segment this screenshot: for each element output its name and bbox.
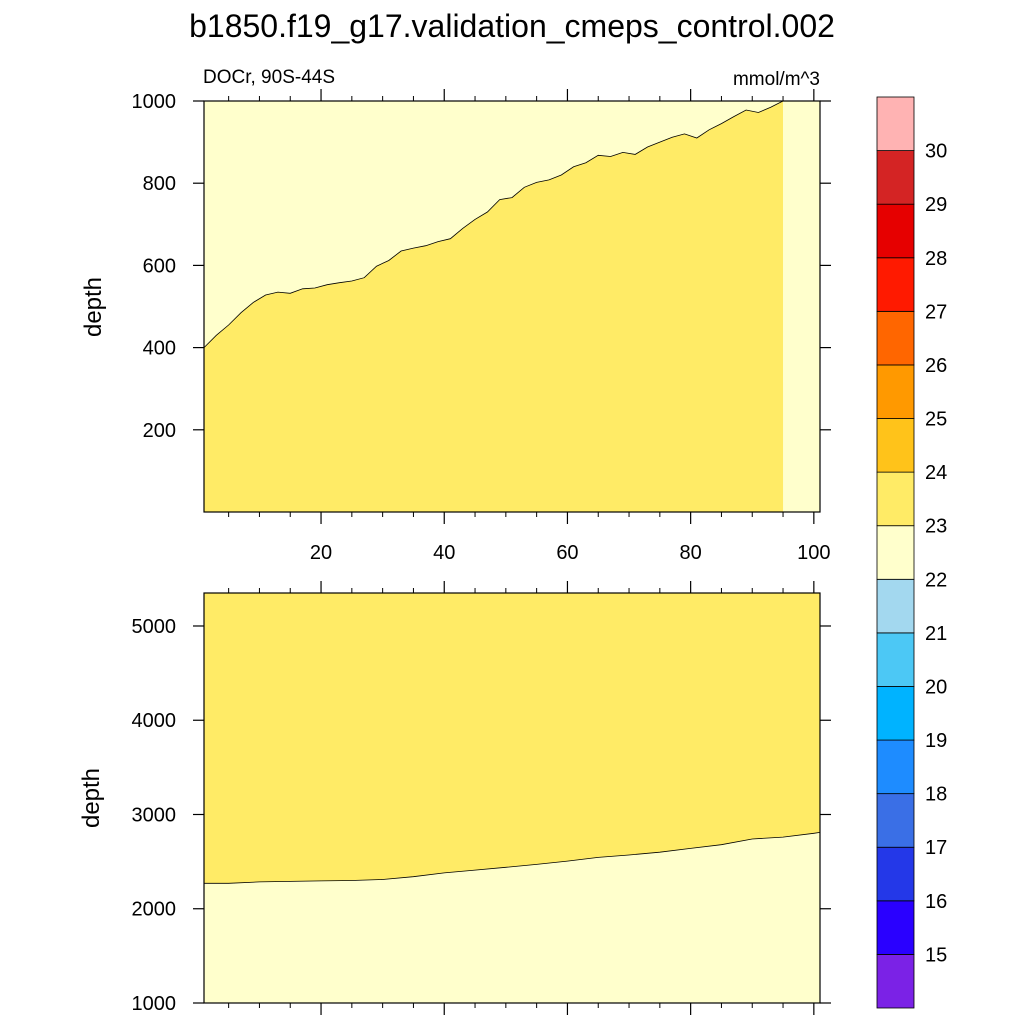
- colorbar-label: 30: [925, 141, 947, 163]
- colorbar-label: 20: [925, 676, 947, 698]
- colorbar: 15 16 17 18 19 20 21 22 23 24 25 26 27 28 29 30: [876, 96, 947, 1009]
- upper-x-tick-label: 60: [556, 542, 578, 564]
- upper-y-tick-label: 200: [143, 420, 176, 442]
- colorbar-swatch: [876, 418, 915, 473]
- colorbar-swatch: [876, 793, 915, 848]
- units-label: mmol/m^3: [733, 69, 820, 90]
- colorbar-label: 25: [925, 409, 947, 431]
- upper-y-tick-label: 600: [143, 255, 176, 277]
- colorbar-label: 27: [925, 301, 947, 323]
- upper-depth-axis-label: depth: [80, 277, 107, 337]
- upper-contour-panel: 200 400 600 800 1000 20 40 60 80 100: [132, 89, 831, 564]
- lower-y-tick-label: 2000: [132, 899, 177, 921]
- colorbar-swatch: [876, 954, 915, 1009]
- colorbar-label: 28: [925, 248, 947, 270]
- colorbar-label: 19: [925, 730, 947, 752]
- colorbar-label: 16: [925, 891, 947, 913]
- lower-plot-frame: [203, 592, 821, 1004]
- colorbar-swatch: [876, 471, 915, 527]
- colorbar-label: 23: [925, 516, 947, 538]
- upper-y-tick-label: 800: [143, 173, 176, 195]
- upper-y-tick-label: 1000: [132, 91, 177, 113]
- upper-y-tick-label: 400: [143, 338, 176, 360]
- upper-lower-region: [204, 101, 820, 512]
- upper-x-tick-label: 80: [680, 542, 702, 564]
- colorbar-label: 24: [925, 462, 947, 484]
- colorbar-swatch: [876, 686, 915, 741]
- colorbar-swatch: [876, 846, 915, 902]
- colorbar-swatch: [876, 632, 915, 687]
- colorbar-swatch: [876, 310, 915, 366]
- upper-plot-frame: [203, 100, 821, 513]
- lower-contour-panel: 1000 2000 3000 4000 5000: [132, 581, 831, 1015]
- colorbar-swatch: [876, 364, 915, 419]
- colorbar-swatch: [876, 739, 915, 795]
- colorbar-swatch: [876, 900, 915, 955]
- lower-y-tick-label: 3000: [132, 804, 177, 826]
- colorbar-label: 22: [925, 569, 947, 591]
- colorbar-swatch: [876, 578, 915, 634]
- upper-x-tick-label: 40: [433, 542, 455, 564]
- lower-y-tick-label: 5000: [132, 616, 177, 638]
- colorbar-swatch: [876, 525, 915, 580]
- lower-lower-region: [204, 832, 820, 1003]
- upper-x-tick-label: 20: [310, 542, 332, 564]
- upper-contour-line: [203, 100, 784, 348]
- colorbar-label: 18: [925, 784, 947, 806]
- colorbar-swatch: [876, 257, 915, 312]
- colorbar-swatch: [876, 150, 915, 205]
- colorbar-label: 21: [925, 623, 947, 645]
- colorbar-label: 15: [925, 944, 947, 966]
- colorbar-swatch: [876, 203, 915, 259]
- figure-title: b1850.f19_g17.validation_cmeps_control.0…: [189, 8, 835, 44]
- lower-depth-axis-label: depth: [78, 768, 105, 828]
- lower-contour-line: [204, 832, 821, 884]
- lower-y-tick-label: 4000: [132, 710, 177, 732]
- colorbar-swatch: [876, 96, 915, 151]
- colorbar-label: 29: [925, 194, 947, 216]
- colorbar-label: 26: [925, 355, 947, 377]
- variable-label: DOCr, 90S-44S: [203, 67, 335, 88]
- colorbar-label: 17: [925, 837, 947, 859]
- upper-x-tick-label: 100: [797, 542, 830, 564]
- lower-y-tick-label: 1000: [132, 993, 177, 1015]
